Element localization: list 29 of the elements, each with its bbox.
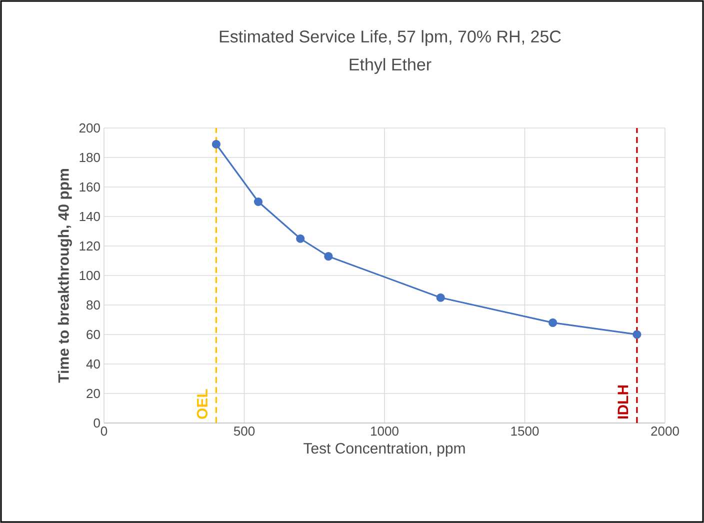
y-tick-label: 20: [86, 388, 100, 398]
point: [212, 140, 221, 149]
y-tick-label: 100: [80, 270, 100, 280]
x-tick-label: 500: [234, 426, 255, 436]
x-tick-label: 1500: [511, 426, 539, 436]
y-tick-label: 80: [86, 300, 100, 310]
x-tick-label: 2000: [651, 426, 679, 436]
x-tick-label: 1000: [371, 426, 398, 436]
y-tick-label: 120: [80, 241, 100, 251]
y-tick-label: 160: [80, 182, 100, 192]
y-tick-label: 40: [86, 359, 100, 369]
chart-subtitle: Ethyl Ether: [350, 58, 432, 74]
point: [548, 318, 558, 327]
y-tick-label: 0: [94, 418, 100, 428]
point: [324, 252, 333, 261]
point: [296, 234, 305, 243]
y-tick-label: 200: [79, 123, 100, 133]
ref-line-label: IDLH: [618, 385, 628, 418]
y-axis-title: Time to breakthrough, 40 ppm: [58, 169, 72, 383]
point: [632, 330, 642, 339]
chart-title: Estimated Service Life, 57 lpm, 70% RH, 25C: [220, 30, 561, 46]
x-axis-title: Test Concentration, ppm: [304, 442, 465, 457]
point: [254, 197, 263, 206]
point: [436, 293, 445, 302]
y-tick-label: 60: [86, 330, 100, 340]
y-tick-label: 140: [80, 212, 100, 222]
y-tick-label: 180: [80, 152, 100, 162]
ref-line-label: OEL: [196, 389, 208, 419]
x-tick-label: 0: [100, 426, 108, 436]
